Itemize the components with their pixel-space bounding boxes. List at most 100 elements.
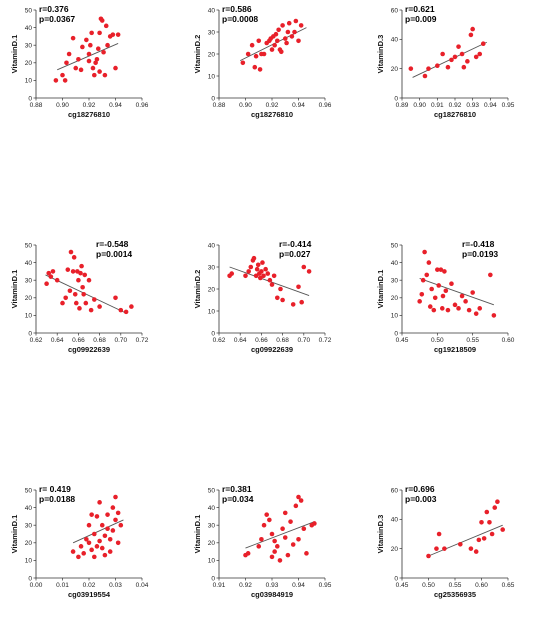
data-point [431,307,437,313]
data-point [290,302,296,307]
data-point [261,51,267,57]
y-tick-label: 10 [208,308,216,315]
data-point [129,304,134,309]
data-point [68,249,74,255]
y-axis-label: VitaminD.2 [193,270,202,309]
x-tick-label: 0.64 [51,337,64,344]
correlation-p-text: p=0.0014 [96,249,132,259]
data-point [452,54,458,60]
x-tick-label: 0.55 [449,582,462,589]
x-tick-label: 0.62 [30,337,43,344]
data-point [271,273,277,279]
x-tick-label: 0.55 [466,337,479,344]
x-axis-label: cg03984919 [251,590,293,599]
data-point [473,311,479,316]
data-point [417,299,422,304]
correlation-r-text: r=0.376 [39,4,69,14]
data-point [110,528,116,533]
x-tick-label: 0.92 [266,102,279,109]
x-tick-label: 0.00 [30,582,43,589]
data-point [282,36,288,41]
data-point [229,271,235,276]
x-tick-label: 0.94 [292,582,305,589]
data-point [436,283,442,288]
data-point [449,57,454,63]
x-tick-label: 0.45 [396,582,409,589]
data-point [284,40,289,46]
scatter-panel-8: 0.91 0.92 0.93 0.94 0.95 0 10 20 30 40 50 cg0398491… [183,480,366,620]
x-tick-label: 0.45 [396,337,409,344]
y-tick-label: 10 [25,313,33,320]
x-tick-label: 0.92 [449,102,462,109]
data-point [251,255,257,261]
data-point [468,32,474,38]
x-tick-label: 0.96 [319,102,332,109]
x-tick-label: 0.70 [297,337,310,344]
y-tick-label: 40 [391,517,399,524]
y-axis-label: VitaminD.1 [193,515,202,554]
data-point [110,32,116,37]
data-point [301,526,307,532]
data-point [289,34,295,39]
data-point [272,538,277,544]
data-point [256,544,262,549]
x-axis-label: cg25356935 [434,590,476,599]
data-point [436,531,442,537]
data-point [435,63,440,69]
correlation-r-text: r=-0.548 [96,239,129,249]
data-point [312,521,317,526]
data-point [73,300,79,306]
data-point [277,558,283,563]
data-point [257,67,263,72]
data-point [110,505,116,510]
x-tick-label: 0.88 [213,102,226,109]
y-tick-label: 30 [25,278,33,285]
data-point [89,547,94,553]
data-point [273,31,279,37]
correlation-r-text: r=0.586 [222,4,252,14]
x-axis-label: cg18276810 [68,110,110,119]
data-point [78,67,84,73]
data-point [259,536,264,542]
y-tick-label: 10 [25,558,33,565]
data-point [484,509,490,515]
x-tick-label: 0.92 [83,102,96,109]
scatter-panel-6: 0.45 0.50 0.55 0.60 0 10 20 30 40 50 cg19218509 Vit… [366,235,549,375]
data-point [473,54,479,60]
data-point [286,20,292,26]
data-point [94,56,100,62]
x-axis-label: cg09922639 [68,345,110,354]
data-point [83,300,89,306]
y-tick-label: 10 [25,78,33,85]
data-point [470,26,475,32]
y-tick-label: 40 [208,7,216,14]
data-point [265,271,271,276]
scatter-chart-svg: 0.88 0.90 0.92 0.94 0.96 0 10 20 30 40 cg18276810 V… [193,4,332,119]
data-point [94,514,100,519]
data-point [78,544,84,549]
data-point [292,29,297,35]
data-point [99,545,105,551]
data-point [95,46,101,52]
y-tick-label: 60 [391,7,399,14]
data-point [245,551,251,556]
data-point [459,51,465,57]
scatter-panel-2: 0.88 0.90 0.92 0.94 0.96 0 10 20 30 40 cg18276810 V… [183,0,366,140]
data-point [261,273,266,279]
data-point [89,30,94,36]
data-point [280,23,285,28]
data-point [260,260,265,265]
data-point [285,29,291,35]
data-point [97,304,102,309]
data-point [280,526,285,532]
data-point [254,266,260,272]
data-point [105,512,110,517]
x-tick-label: 0.60 [502,337,515,344]
data-point [288,519,293,524]
data-point [481,536,487,541]
x-tick-label: 0.93 [266,582,279,589]
data-point [48,274,54,279]
x-tick-label: 0.04 [136,582,149,589]
data-point [477,51,483,57]
scatter-chart-svg: 0.62 0.64 0.66 0.68 0.70 0.72 0 10 20 30 40 cg09922… [193,239,332,354]
